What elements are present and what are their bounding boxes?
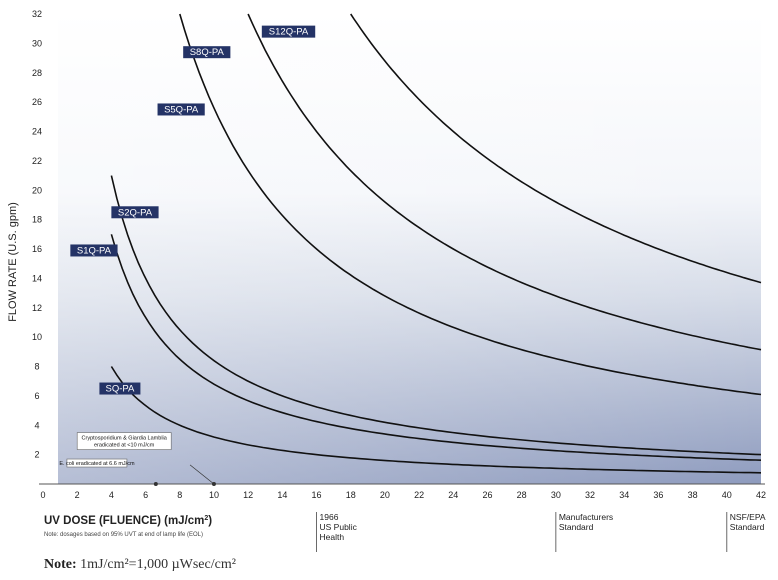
series-label-s5q-pa: S5Q-PA bbox=[157, 103, 205, 116]
y-tick-label: 6 bbox=[34, 391, 39, 401]
x-tick-label: 38 bbox=[688, 490, 698, 500]
y-tick-label: 20 bbox=[32, 185, 42, 195]
series-label-text: S12Q-PA bbox=[269, 27, 309, 38]
x-tick-label: 10 bbox=[209, 490, 219, 500]
annotation-text-line1: Cryptosporidium & Giardia Lamblia bbox=[82, 436, 168, 442]
x-tick-label: 22 bbox=[414, 490, 424, 500]
standard-label: Health bbox=[320, 532, 345, 542]
x-tick-label: 42 bbox=[756, 490, 766, 500]
y-tick-label: 10 bbox=[32, 332, 42, 342]
standard-label: Standard bbox=[730, 522, 765, 532]
annotation-box bbox=[76, 432, 172, 450]
series-curves bbox=[110, 13, 762, 474]
annotation-pointer bbox=[189, 464, 215, 485]
series-labels: SQ-PA S1Q-PA S2Q-PA S5Q-PA S8Q-PA S12Q-PA bbox=[70, 25, 316, 395]
series-label-text: S1Q-PA bbox=[77, 245, 112, 256]
series-label-box bbox=[261, 25, 316, 38]
annotation-box bbox=[66, 458, 128, 468]
series-label-box bbox=[99, 382, 141, 395]
y-tick-label: 16 bbox=[32, 244, 42, 254]
plot-background-sheen bbox=[58, 14, 761, 484]
standard-label: US Public bbox=[320, 522, 358, 532]
y-tick-label: 28 bbox=[32, 68, 42, 78]
x-tick-label: 30 bbox=[551, 490, 561, 500]
annotation-marker bbox=[211, 482, 216, 486]
y-tick-label: 26 bbox=[32, 97, 42, 107]
series-label-s12q-pa: S12Q-PA bbox=[261, 25, 316, 38]
standard-label: NSF/EPA bbox=[730, 512, 766, 522]
y-tick-label: 30 bbox=[32, 38, 42, 48]
series-label-text: S2Q-PA bbox=[118, 207, 153, 218]
y-tick-label: 24 bbox=[32, 127, 42, 137]
series-line-sq-pa bbox=[110, 366, 762, 474]
x-tick-label: 18 bbox=[346, 490, 356, 500]
y-axis-title: FLOW RATE (U.S. gpm) bbox=[7, 202, 19, 322]
standard-label: Standard bbox=[559, 522, 594, 532]
y-tick-label: 14 bbox=[32, 273, 42, 283]
x-tick-label: 12 bbox=[243, 490, 253, 500]
x-tick-label: 36 bbox=[653, 490, 663, 500]
x-tick-label: 8 bbox=[177, 490, 182, 500]
x-tick-label: 20 bbox=[380, 490, 390, 500]
x-tick-label: 4 bbox=[109, 490, 114, 500]
series-label-text: SQ-PA bbox=[105, 384, 135, 395]
annotation-crypto-giardia: Cryptosporidium & Giardia Lambliaeradica… bbox=[76, 432, 216, 486]
y-tick-label: 8 bbox=[34, 362, 39, 372]
y-tick-label: 2 bbox=[34, 450, 39, 460]
series-label-box bbox=[70, 244, 118, 257]
annotation-text: E. coli eradicated at 6.6 mJ/cm bbox=[59, 461, 135, 467]
x-tick-label: 2 bbox=[75, 490, 80, 500]
x-tick-label: 6 bbox=[143, 490, 148, 500]
x-tick-label: 32 bbox=[585, 490, 595, 500]
annotation-marker bbox=[153, 482, 158, 486]
series-line-s2q-pa bbox=[110, 175, 762, 456]
unit-note-label: Note: bbox=[44, 557, 77, 572]
unit-note: Note: 1mJ/cm²=1,000 µWsec/cm² bbox=[44, 557, 236, 573]
annotation-text-line2: eradicated at <10 mJ/cm bbox=[94, 443, 155, 449]
series-label-s2q-pa: S2Q-PA bbox=[111, 206, 159, 219]
series-label-text: S8Q-PA bbox=[190, 47, 225, 58]
x-tick-label: 16 bbox=[312, 490, 322, 500]
x-tick-label: 14 bbox=[277, 490, 287, 500]
x-tick-label: 24 bbox=[448, 490, 458, 500]
series-line-s12q-pa bbox=[350, 13, 762, 284]
annotations: Cryptosporidium & Giardia Lambliaeradica… bbox=[59, 432, 216, 486]
x-axis: 0 2 4 6 8 10 12 14 16 18 20 22 24 26 28 30 32 34 36 38 40 42 bbox=[39, 483, 766, 500]
x-tick-label: 0 bbox=[40, 490, 45, 500]
y-tick-label: 12 bbox=[32, 303, 42, 313]
standard-label: 1966 bbox=[320, 512, 339, 522]
y-tick-label: 4 bbox=[34, 420, 39, 430]
y-tick-label: 32 bbox=[32, 9, 42, 19]
x-axis-note: Note: dosages based on 95% UVT at end of… bbox=[44, 532, 203, 538]
series-label-box bbox=[157, 103, 205, 116]
y-tick-label: 22 bbox=[32, 156, 42, 166]
unit-note-text: 1mJ/cm²=1,000 µWsec/cm² bbox=[80, 557, 236, 572]
series-label-box bbox=[111, 206, 159, 219]
x-axis-title: UV DOSE (FLUENCE) (mJ/cm2) bbox=[44, 515, 212, 527]
x-tick-label: 34 bbox=[619, 490, 629, 500]
standard-label: Manufacturers bbox=[559, 512, 613, 522]
series-line-s5q-pa bbox=[179, 13, 762, 396]
series-label-s1q-pa: S1Q-PA bbox=[70, 244, 118, 257]
series-label-box bbox=[183, 46, 231, 59]
series-label-s8q-pa: S8Q-PA bbox=[183, 46, 231, 59]
y-tick-label: 18 bbox=[32, 215, 42, 225]
series-line-s8q-pa bbox=[247, 13, 762, 351]
uv-dose-flow-chart: 0 2 4 6 8 10 12 14 16 18 20 22 24 26 28 30 32 34 36 38 40 42 … bbox=[7, 9, 766, 552]
annotation-ecoli: E. coli eradicated at 6.6 mJ/cm bbox=[59, 458, 158, 486]
x-tick-label: 40 bbox=[722, 490, 732, 500]
series-label-text: S5Q-PA bbox=[164, 104, 199, 115]
series-line-s1q-pa bbox=[110, 234, 762, 461]
x-tick-label: 26 bbox=[482, 490, 492, 500]
series-label-sq-pa: SQ-PA bbox=[99, 382, 141, 395]
x-tick-label: 28 bbox=[517, 490, 527, 500]
